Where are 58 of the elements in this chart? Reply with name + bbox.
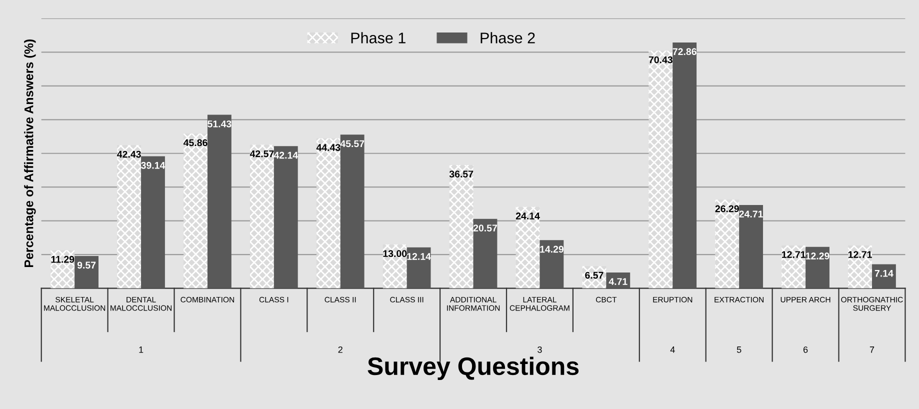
bar [672, 42, 697, 288]
data-label: 7.14 [874, 270, 894, 277]
bar [406, 247, 431, 288]
legend-label: Phase 1 [351, 32, 406, 44]
bar [184, 134, 208, 288]
data-label: 6.57 [585, 272, 604, 279]
data-label: 9.57 [77, 262, 96, 269]
data-label: 11.29 [51, 256, 74, 263]
data-label: 36.57 [449, 170, 474, 178]
bar [782, 245, 806, 288]
bar [382, 244, 407, 288]
bar [117, 145, 142, 288]
data-label: 12.71 [782, 251, 806, 258]
bar [74, 256, 99, 288]
bar [872, 264, 896, 288]
bar [848, 245, 872, 288]
data-label: 42.57 [250, 150, 274, 158]
text: 7 [870, 346, 874, 353]
data-label: 24.14 [516, 212, 540, 220]
text: 4 [670, 346, 675, 353]
bar [806, 246, 830, 288]
data-label: 70.43 [648, 56, 672, 64]
data-label: 45.86 [184, 139, 208, 146]
legend-label: Phase 2 [480, 32, 535, 44]
data-label: 12.71 [848, 251, 872, 258]
text: 6 [803, 346, 808, 353]
text: 3 [538, 346, 542, 353]
data-label: 12.14 [407, 253, 431, 260]
data-label: 4.71 [608, 278, 628, 285]
data-label: 51.43 [208, 120, 232, 128]
bar [50, 250, 75, 288]
data-label: 13.00 [383, 250, 407, 258]
data-label: 20.57 [473, 224, 497, 232]
bar [540, 240, 564, 288]
bar [715, 200, 740, 288]
bar [340, 134, 364, 288]
data-label: 14.29 [540, 246, 564, 253]
bar [473, 218, 498, 288]
bar [207, 114, 232, 288]
text: 5 [736, 346, 742, 353]
bar [250, 144, 274, 288]
bar [274, 146, 298, 288]
bar [316, 138, 340, 288]
data-label: 24.71 [739, 210, 763, 218]
data-label: 12.29 [806, 252, 830, 260]
data-label: 42.43 [117, 150, 141, 158]
data-label: 26.29 [715, 205, 739, 212]
data-label: 72.86 [672, 48, 696, 56]
bar [739, 204, 764, 288]
bar [516, 206, 540, 288]
bar [648, 50, 673, 288]
text: 2 [338, 346, 342, 353]
bar [449, 164, 474, 288]
x-axis-title: Survey Questions [368, 356, 579, 380]
text: 1 [139, 346, 144, 353]
bar [141, 156, 165, 288]
y-axis-title: Percentage of Affirmative Answers (%) [24, 39, 36, 268]
data-label: 44.43 [316, 144, 340, 151]
